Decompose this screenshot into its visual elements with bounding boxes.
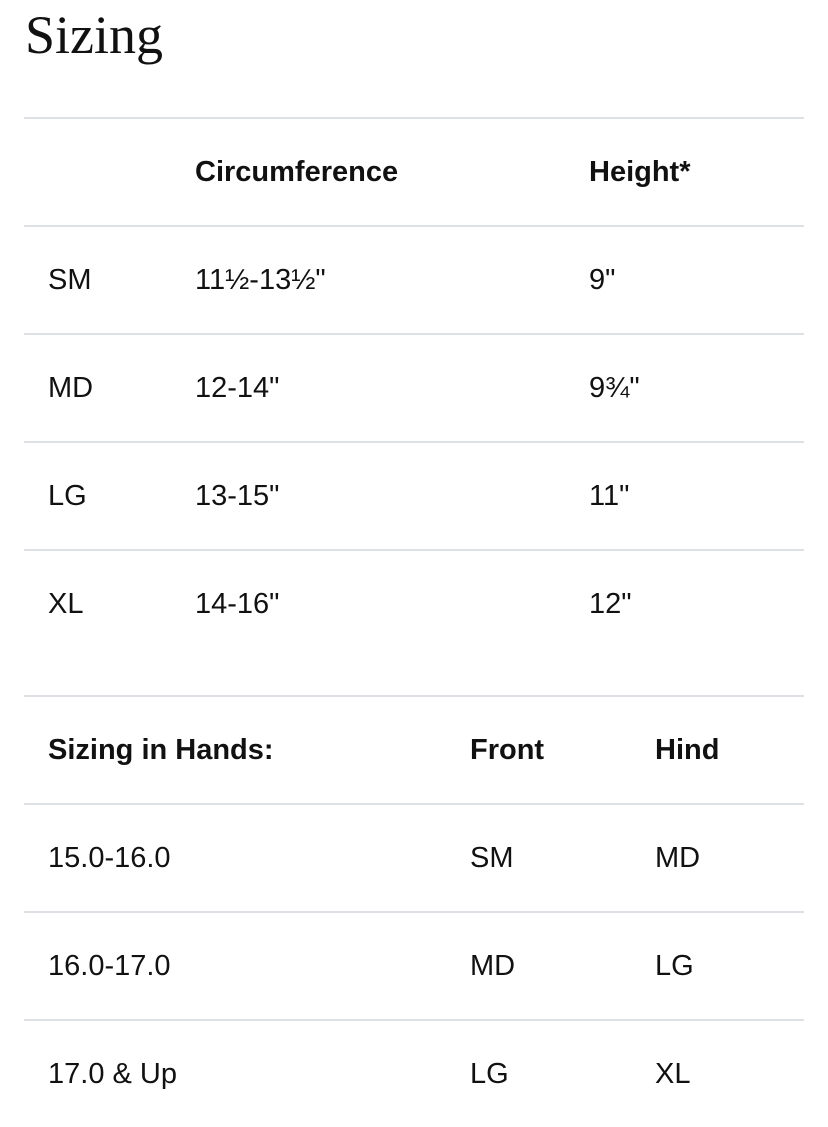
- front-cell: MD: [470, 950, 516, 982]
- front-cell: SM: [470, 842, 514, 874]
- table-header-row: Circumference Height*: [24, 117, 804, 225]
- hind-cell: XL: [655, 1058, 691, 1090]
- table-row: 17.0 & Up LG XL: [24, 1019, 804, 1127]
- size-cell: LG: [48, 480, 87, 512]
- hands-cell: 16.0-17.0: [48, 950, 171, 982]
- header-height: Height*: [589, 156, 691, 188]
- table-row: MD 12-14" 9¾": [24, 333, 804, 441]
- circumference-cell: 12-14": [195, 372, 280, 404]
- circumference-cell: 11½-13½": [195, 264, 326, 296]
- hands-cell: 17.0 & Up: [48, 1058, 177, 1090]
- height-cell: 9": [589, 264, 616, 296]
- circumference-cell: 14-16": [195, 588, 280, 620]
- table-row: XL 14-16" 12": [24, 549, 804, 657]
- header-hind: Hind: [655, 734, 720, 766]
- hind-cell: LG: [655, 950, 694, 982]
- height-cell: 9¾": [589, 372, 640, 404]
- table-row: SM 11½-13½" 9": [24, 225, 804, 333]
- size-cell: SM: [48, 264, 92, 296]
- height-cell: 12": [589, 588, 632, 620]
- hands-cell: 15.0-16.0: [48, 842, 171, 874]
- header-circumference: Circumference: [195, 156, 399, 188]
- table-row: LG 13-15" 11": [24, 441, 804, 549]
- header-hands: Sizing in Hands:: [48, 734, 274, 766]
- circumference-cell: 13-15": [195, 480, 280, 512]
- size-cell: MD: [48, 372, 94, 404]
- page-title: Sizing: [25, 5, 164, 65]
- hands-sizing-table: Sizing in Hands: Front Hind 15.0-16.0 SM…: [24, 695, 804, 1127]
- size-cell: XL: [48, 588, 84, 620]
- table-row: 15.0-16.0 SM MD: [24, 803, 804, 911]
- front-cell: LG: [470, 1058, 509, 1090]
- header-front: Front: [470, 734, 545, 766]
- table-row: 16.0-17.0 MD LG: [24, 911, 804, 1019]
- table-header-row: Sizing in Hands: Front Hind: [24, 695, 804, 803]
- height-cell: 11": [589, 480, 630, 512]
- hind-cell: MD: [655, 842, 701, 874]
- circumference-table: Circumference Height* SM 11½-13½" 9" MD …: [24, 117, 804, 657]
